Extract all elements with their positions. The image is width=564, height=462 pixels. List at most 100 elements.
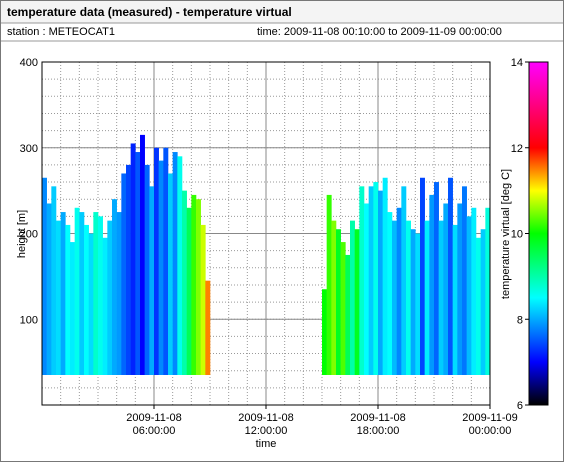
heatmap-cell: [354, 229, 360, 375]
heatmap-cell: [60, 212, 66, 375]
heatmap-cell: [396, 207, 402, 375]
heatmap-cell: [420, 177, 425, 375]
heatmap-cell: [429, 194, 435, 375]
heatmap-cell: [126, 164, 131, 375]
heatmap-cell: [149, 186, 155, 375]
colorbar-tick-label: 10: [511, 229, 523, 241]
heatmap-cell: [168, 173, 173, 375]
x-tick-label: 2009-11-08: [350, 412, 405, 424]
heatmap-cell: [163, 147, 169, 375]
heatmap-cell: [368, 186, 374, 375]
heatmap-cell: [158, 160, 164, 375]
colorbar-tick-label: 14: [511, 57, 523, 69]
heatmap-cell: [121, 173, 127, 375]
heatmap-cell: [56, 220, 61, 375]
y-tick-label: 300: [20, 143, 38, 155]
heatmap-cell: [51, 186, 57, 375]
heatmap-cell: [177, 156, 183, 375]
heatmap-cell: [476, 237, 481, 375]
station: station : METEOCAT1: [7, 26, 115, 38]
heatmap-cell: [42, 177, 47, 375]
heatmap-cell: [88, 233, 94, 375]
heatmap-cell: [79, 212, 85, 375]
y-tick-label: 200: [20, 229, 38, 241]
heatmap-cell: [140, 134, 145, 375]
heatmap-cell: [65, 224, 71, 375]
heatmap-cell: [415, 233, 421, 375]
heatmap-cell: [130, 143, 136, 375]
x-tick-label: 12:00:00: [245, 425, 288, 437]
heatmap-cell: [466, 216, 472, 375]
heatmap-cell: [340, 242, 346, 375]
heatmap-cell: [93, 212, 99, 375]
colorbar-tick-label: 8: [517, 314, 523, 326]
x-tick-label: 2009-11-09: [462, 412, 517, 424]
heatmap-cell: [322, 289, 327, 375]
x-axis-label: time: [256, 438, 277, 450]
heatmap-cell: [154, 147, 159, 375]
heatmap-cell: [448, 177, 453, 375]
x-tick-label: 2009-11-08: [126, 412, 181, 424]
heatmap-cell: [387, 212, 393, 375]
x-tick-label: 06:00:00: [133, 425, 176, 437]
heatmap-cell: [424, 220, 430, 375]
x-tick-label: 18:00:00: [357, 425, 400, 437]
heatmap-cell: [205, 280, 211, 375]
colorbar-tick-label: 12: [511, 143, 523, 155]
heatmap-cell: [336, 229, 341, 375]
y-tick-label: 400: [20, 57, 38, 69]
heatmap-cell: [135, 152, 141, 375]
heatmap-cell: [345, 254, 351, 375]
heatmap-cell: [364, 203, 369, 375]
colorbar-label: temperature virtual [deg C]: [500, 169, 512, 299]
x-tick-label: 00:00:00: [469, 425, 512, 437]
title-bar: [1, 1, 563, 23]
x-tick-label: 2009-11-08: [238, 412, 293, 424]
heatmap-cell: [112, 199, 117, 375]
heatmap-cell: [107, 220, 113, 375]
heatmap-cell: [84, 224, 89, 375]
colorbar-tick-label: 6: [517, 400, 523, 412]
heatmap-cell: [70, 242, 75, 375]
heatmap-cell: [331, 220, 337, 375]
heatmap-cell: [457, 203, 463, 375]
heatmap-cell: [326, 194, 332, 375]
heatmap-cell: [74, 207, 80, 375]
heatmap-cell: [406, 220, 411, 375]
heatmap-cell: [116, 212, 122, 375]
heatmap-cell: [443, 203, 449, 375]
heatmap-cell: [182, 190, 187, 375]
heatmap-cell: [98, 216, 103, 375]
heatmap-cell: [480, 229, 486, 375]
heatmap-cell: [359, 186, 365, 375]
heatmap-cell: [452, 224, 458, 375]
plot-frame: [41, 61, 491, 406]
heatmap-cell: [382, 177, 388, 375]
heatmap-cell: [191, 194, 197, 375]
chart-title: temperature data (measured) - temperatur…: [7, 5, 292, 19]
heatmap-cell: [144, 164, 150, 375]
heatmap-cell: [172, 152, 178, 375]
heatmap-cell: [350, 220, 355, 375]
heatmap-cell: [373, 182, 379, 375]
heatmap-cell: [438, 220, 444, 375]
heatmap-cell: [378, 190, 383, 375]
heatmap-cell: [434, 182, 439, 375]
y-axis-label: height [m]: [16, 210, 28, 258]
heatmap-cell: [471, 207, 477, 375]
heatmap-cell: [392, 220, 397, 375]
heatmap-cell: [200, 224, 206, 375]
colorbar: [528, 61, 549, 406]
heatmap-cell: [102, 237, 108, 375]
heatmap-cell: [410, 229, 416, 375]
heatmap-cell: [401, 186, 407, 375]
heatmap-cell: [186, 207, 192, 375]
y-tick-label: 100: [20, 314, 38, 326]
heatmap-cell: [485, 207, 491, 375]
heatmap-cell: [46, 203, 52, 375]
period: time: 2009-11-08 00:10:00 to 2009-11-09 …: [257, 26, 502, 38]
heatmap-cell: [462, 186, 467, 375]
heatmap-cell: [196, 199, 201, 375]
